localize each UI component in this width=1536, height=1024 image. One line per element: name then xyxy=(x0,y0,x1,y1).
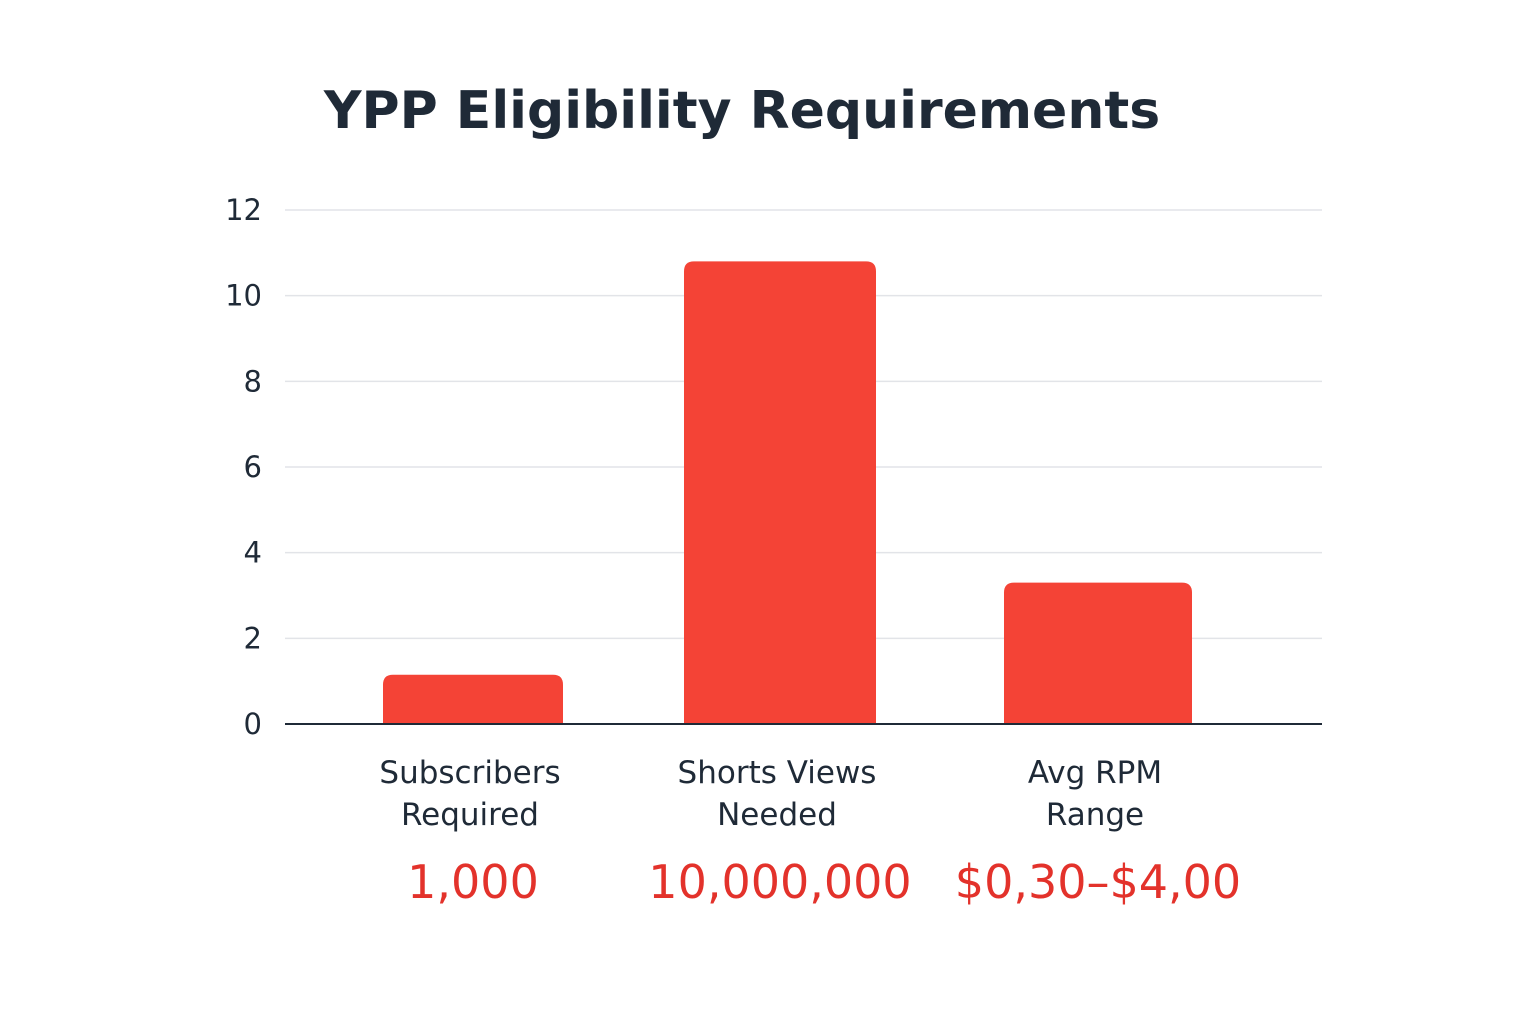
bar xyxy=(1004,582,1192,724)
value-label: $0,30–$4,00 xyxy=(955,855,1241,909)
bars xyxy=(383,261,1192,724)
bar xyxy=(684,261,876,724)
y-axis-ticks: 0 2 4 6 8 10 12 xyxy=(225,193,262,741)
category-label: Required xyxy=(401,797,539,833)
category-label: Subscribers xyxy=(379,755,560,791)
value-labels: 1,000 10,000,000 $0,30–$4,00 xyxy=(407,855,1241,909)
bar xyxy=(383,674,563,724)
y-tick-label: 4 xyxy=(244,536,262,570)
category-label: Shorts Views xyxy=(678,755,877,791)
category-label: Avg RPM xyxy=(1028,755,1162,791)
y-tick-label: 2 xyxy=(244,621,262,655)
category-label: Needed xyxy=(717,797,837,833)
value-label: 10,000,000 xyxy=(648,855,911,909)
x-axis-category-labels: Subscribers Required Shorts Views Needed Avg… xyxy=(379,755,1162,833)
y-tick-label: 10 xyxy=(225,279,262,313)
y-tick-label: 12 xyxy=(225,193,262,227)
value-label: 1,000 xyxy=(407,855,539,909)
category-label: Range xyxy=(1046,797,1144,833)
y-tick-label: 0 xyxy=(244,707,262,741)
y-tick-label: 6 xyxy=(244,450,262,484)
y-tick-label: 8 xyxy=(244,364,262,398)
chart-title: YPP Eligibility Requirements xyxy=(323,81,1160,141)
